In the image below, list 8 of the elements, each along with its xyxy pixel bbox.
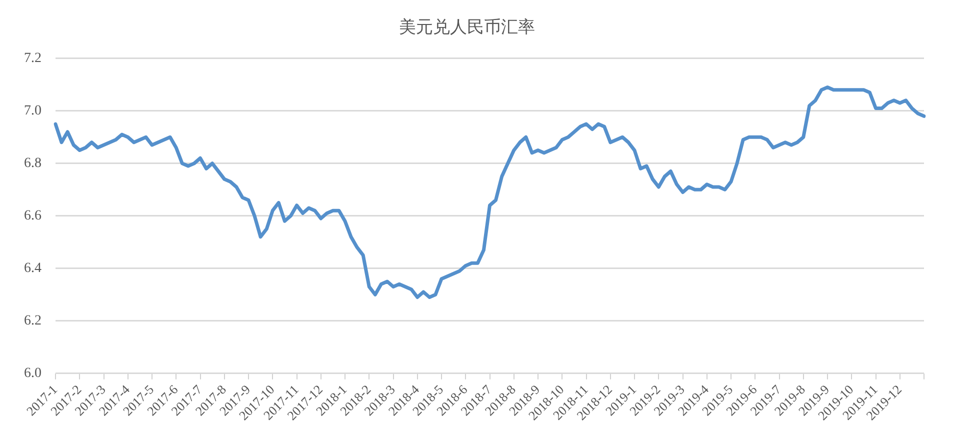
y-tick-label: 6.6 <box>24 208 42 224</box>
y-tick-label: 6.4 <box>24 261 42 276</box>
y-tick-label: 6.0 <box>24 366 42 382</box>
y-tick-label: 7.2 <box>24 51 42 66</box>
y-tick-label: 6.2 <box>24 314 42 329</box>
chart-title: 美元兑人民币汇率 <box>399 18 535 38</box>
y-tick-label: 7.0 <box>24 104 42 119</box>
y-tick-label: 6.8 <box>24 156 42 172</box>
